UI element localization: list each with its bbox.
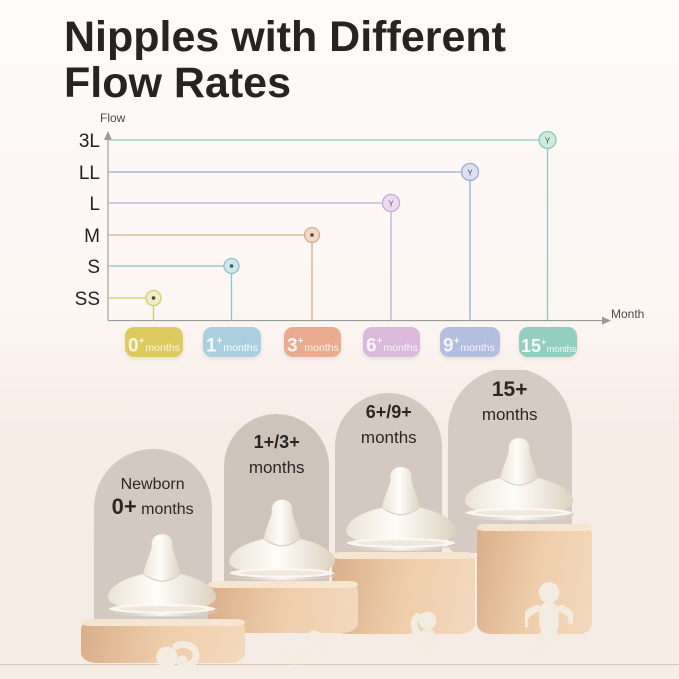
svg-text:Y: Y — [467, 169, 473, 178]
svg-text:Y: Y — [545, 137, 551, 146]
svg-text:Y: Y — [388, 200, 394, 209]
